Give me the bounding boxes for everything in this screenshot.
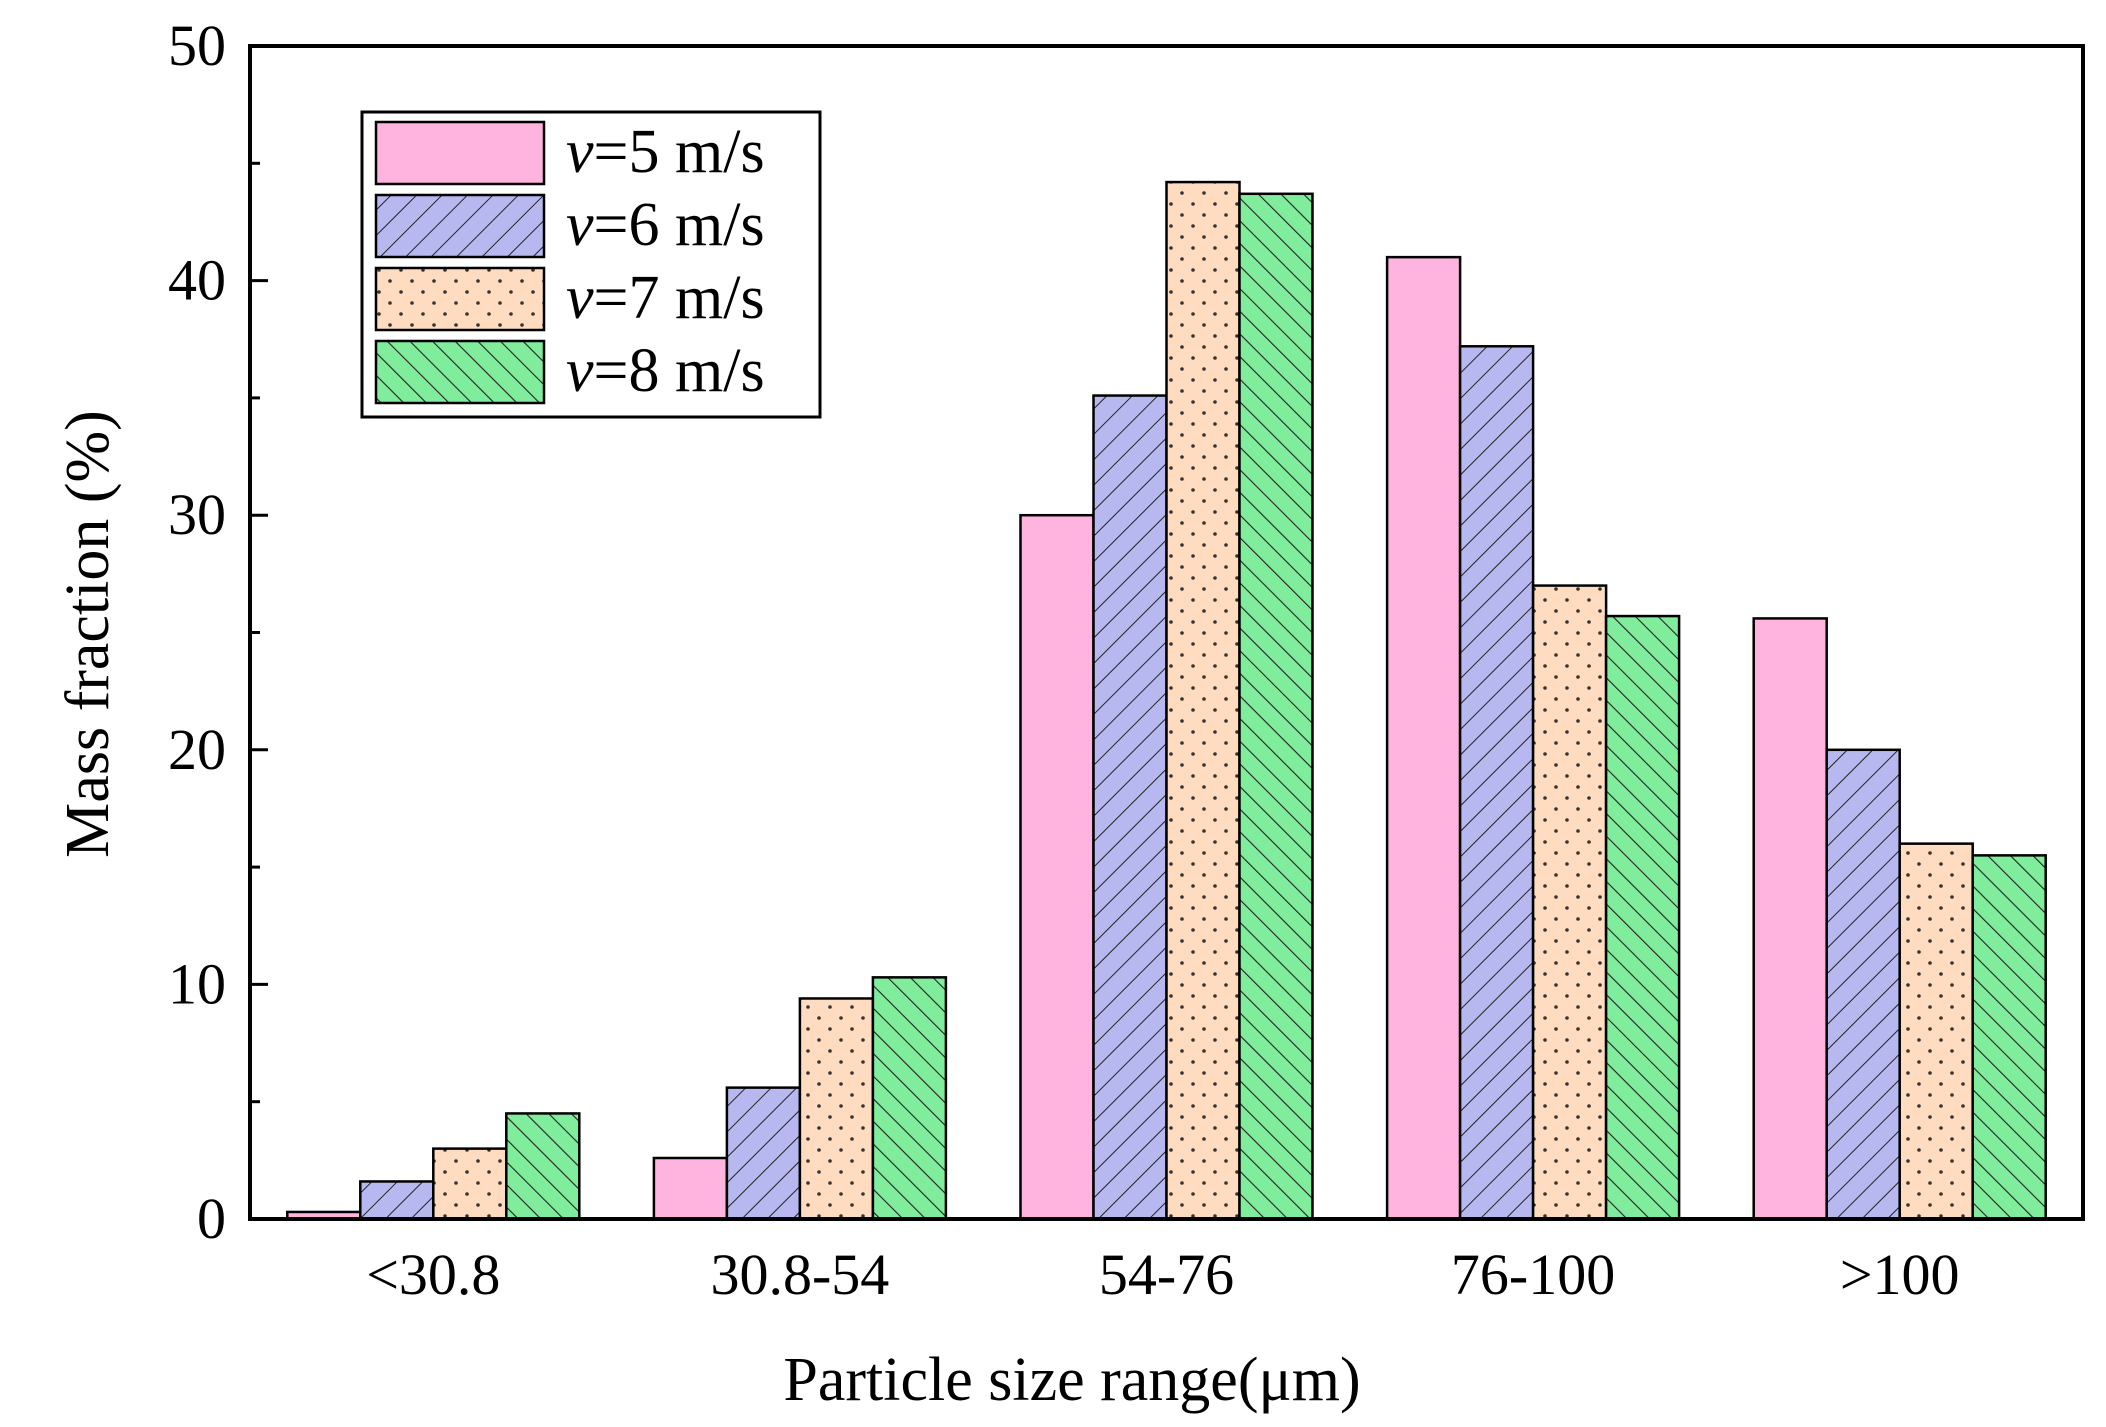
legend-swatch-outline-2 [374,193,546,259]
legend-label-3: v=7 m/s [566,264,765,332]
legend-swatch-pattern-4 [376,341,544,403]
bar-pattern-4-4 [1606,616,1680,1219]
y-tick-label-30: 30 [168,482,226,547]
bar-1-2 [653,1158,727,1219]
legend-label-4: v=8 m/s [566,337,765,405]
y-axis-title: Mass fraction (%) [54,410,122,858]
y-tick-label-20: 20 [168,717,226,782]
bar-pattern-4-3 [1239,193,1313,1220]
bar-pattern-3-2 [799,998,873,1219]
bar-pattern-3-5 [1899,843,1973,1219]
legend-swatch-outline-4 [374,339,546,405]
y-tick-label-0: 0 [197,1186,226,1251]
bar-pattern-3-3 [1166,182,1240,1219]
bar-pattern-4-1 [506,1113,580,1219]
legend-label-1: v=5 m/s [566,118,765,186]
bar-1-1 [287,1211,361,1219]
legend: v=5 m/sv=6 m/sv=7 m/sv=8 m/s [360,110,822,419]
bar-pattern-4-2 [872,977,946,1219]
legend-swatch-outline-3 [374,266,546,332]
bar-pattern-2-5 [1826,749,1900,1219]
bar-pattern-3-1 [433,1148,507,1219]
bar-pattern-2-3 [1093,395,1167,1220]
x-axis-title: Particle size range(μm) [783,1346,1360,1414]
x-tick-label-2: 30.8-54 [710,1242,889,1307]
bar-pattern-4-5 [1972,855,2046,1219]
bar-1-5 [1753,618,1827,1219]
legend-swatch-pattern-2 [376,195,544,257]
y-tick-label-40: 40 [168,248,226,313]
x-tick-label-4: 76-100 [1451,1242,1615,1307]
x-tick-label-1: <30.8 [366,1242,500,1307]
bar-pattern-2-2 [726,1087,800,1219]
y-tick-label-50: 50 [168,13,226,78]
legend-swatch-1 [376,122,544,184]
y-tick-label-10: 10 [168,951,226,1016]
bar-pattern-2-1 [360,1181,434,1219]
legend-swatch-pattern-3 [376,268,544,330]
bar-pattern-2-4 [1460,346,1534,1220]
bar-1-4 [1387,257,1461,1219]
bar-pattern-3-4 [1533,585,1607,1219]
x-tick-label-3: 54-76 [1099,1242,1234,1307]
bar-1-3 [1020,515,1094,1219]
legend-label-2: v=6 m/s [566,191,765,259]
x-tick-label-5: >100 [1840,1242,1960,1307]
legend-swatch-outline-1 [374,120,546,186]
